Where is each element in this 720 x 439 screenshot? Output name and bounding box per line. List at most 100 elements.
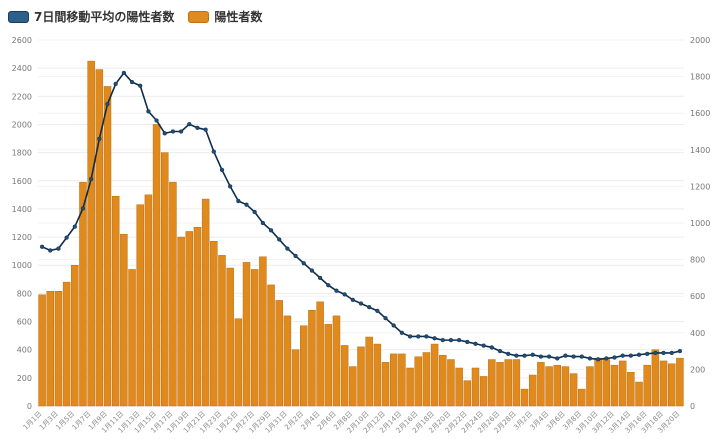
line-point[interactable] — [604, 356, 609, 361]
line-point[interactable] — [72, 224, 77, 229]
line-point[interactable] — [456, 337, 462, 343]
line-point[interactable] — [293, 253, 298, 259]
line-point[interactable] — [64, 235, 69, 240]
bar[interactable] — [651, 349, 660, 407]
line-point[interactable] — [546, 354, 552, 359]
bar[interactable] — [87, 60, 95, 407]
line-point[interactable] — [677, 348, 683, 354]
line-point[interactable] — [105, 101, 110, 107]
bar[interactable] — [496, 362, 504, 407]
bar[interactable] — [414, 356, 422, 407]
bar[interactable] — [38, 294, 46, 407]
bar[interactable] — [144, 194, 153, 407]
line-point[interactable] — [39, 244, 45, 249]
line-point[interactable] — [252, 209, 257, 215]
bar[interactable] — [430, 343, 439, 407]
bar[interactable] — [332, 315, 341, 407]
line-point[interactable] — [244, 202, 249, 207]
bar[interactable] — [283, 315, 292, 407]
line-point[interactable] — [391, 323, 396, 328]
line-point[interactable] — [407, 334, 413, 339]
bar[interactable] — [136, 204, 144, 407]
line-point[interactable] — [530, 352, 535, 357]
bar[interactable] — [389, 353, 398, 407]
bar[interactable] — [242, 262, 251, 407]
line-point[interactable] — [416, 334, 421, 339]
line-point[interactable] — [236, 198, 241, 204]
bar[interactable] — [561, 366, 570, 407]
line-point[interactable] — [538, 354, 544, 359]
line-point[interactable] — [89, 176, 94, 182]
line-point[interactable] — [162, 131, 167, 136]
bar[interactable] — [259, 256, 267, 407]
bar[interactable] — [234, 318, 243, 407]
legend-item-positives[interactable]: 陽性者数 — [188, 8, 262, 25]
line-point[interactable] — [80, 206, 86, 211]
line-point[interactable] — [48, 248, 53, 253]
bar[interactable] — [275, 300, 283, 407]
bar[interactable] — [422, 352, 431, 407]
bar[interactable] — [618, 360, 627, 407]
bar[interactable] — [488, 359, 496, 407]
bar[interactable] — [545, 366, 553, 407]
bar[interactable] — [528, 374, 537, 407]
line-point[interactable] — [620, 353, 625, 358]
bar[interactable] — [120, 234, 128, 407]
line-point[interactable] — [571, 354, 576, 359]
line-point[interactable] — [97, 136, 102, 141]
bar[interactable] — [463, 380, 472, 407]
line-point[interactable] — [154, 118, 159, 123]
line-point[interactable] — [170, 129, 176, 134]
line-point[interactable] — [146, 109, 151, 114]
line-point[interactable] — [612, 355, 617, 360]
line-point[interactable] — [628, 353, 633, 358]
line-point[interactable] — [661, 350, 666, 356]
line-point[interactable] — [195, 125, 200, 130]
bar[interactable] — [520, 388, 529, 407]
line-point[interactable] — [121, 70, 127, 76]
bar[interactable] — [635, 381, 643, 407]
line-point[interactable] — [178, 129, 184, 134]
bar[interactable] — [95, 69, 104, 407]
line-point[interactable] — [448, 337, 454, 343]
bar[interactable] — [479, 376, 488, 407]
line-point[interactable] — [129, 79, 135, 85]
line-point[interactable] — [375, 308, 380, 313]
line-point[interactable] — [424, 334, 429, 339]
line-point[interactable] — [473, 341, 478, 346]
bar[interactable] — [578, 388, 586, 407]
bar[interactable] — [553, 364, 561, 407]
bar[interactable] — [300, 325, 308, 407]
bar[interactable] — [594, 357, 602, 407]
line-point[interactable] — [563, 353, 568, 358]
line-point[interactable] — [285, 246, 290, 251]
bar[interactable] — [193, 226, 202, 407]
line-point[interactable] — [587, 356, 593, 361]
bar[interactable] — [308, 310, 316, 407]
line-point[interactable] — [219, 167, 225, 173]
bar[interactable] — [161, 152, 169, 407]
bar[interactable] — [103, 86, 112, 407]
bar[interactable] — [373, 343, 382, 407]
line-point[interactable] — [514, 353, 519, 358]
line-point[interactable] — [301, 261, 306, 266]
bar[interactable] — [152, 124, 161, 407]
line-point[interactable] — [317, 275, 323, 281]
line-point[interactable] — [350, 297, 355, 303]
line-point[interactable] — [187, 122, 192, 127]
line-point[interactable] — [481, 343, 486, 348]
bar[interactable] — [569, 373, 578, 407]
bar[interactable] — [111, 196, 120, 407]
bar[interactable] — [406, 367, 414, 407]
line-point[interactable] — [636, 352, 642, 357]
line-point[interactable] — [211, 149, 216, 154]
bar[interactable] — [447, 359, 455, 407]
bar[interactable] — [512, 359, 521, 407]
line-point[interactable] — [326, 283, 331, 288]
bar[interactable] — [471, 367, 480, 407]
line-point[interactable] — [56, 246, 61, 251]
bar[interactable] — [504, 359, 512, 407]
bar[interactable] — [602, 359, 611, 407]
line-point[interactable] — [595, 357, 601, 362]
bar[interactable] — [177, 236, 185, 407]
